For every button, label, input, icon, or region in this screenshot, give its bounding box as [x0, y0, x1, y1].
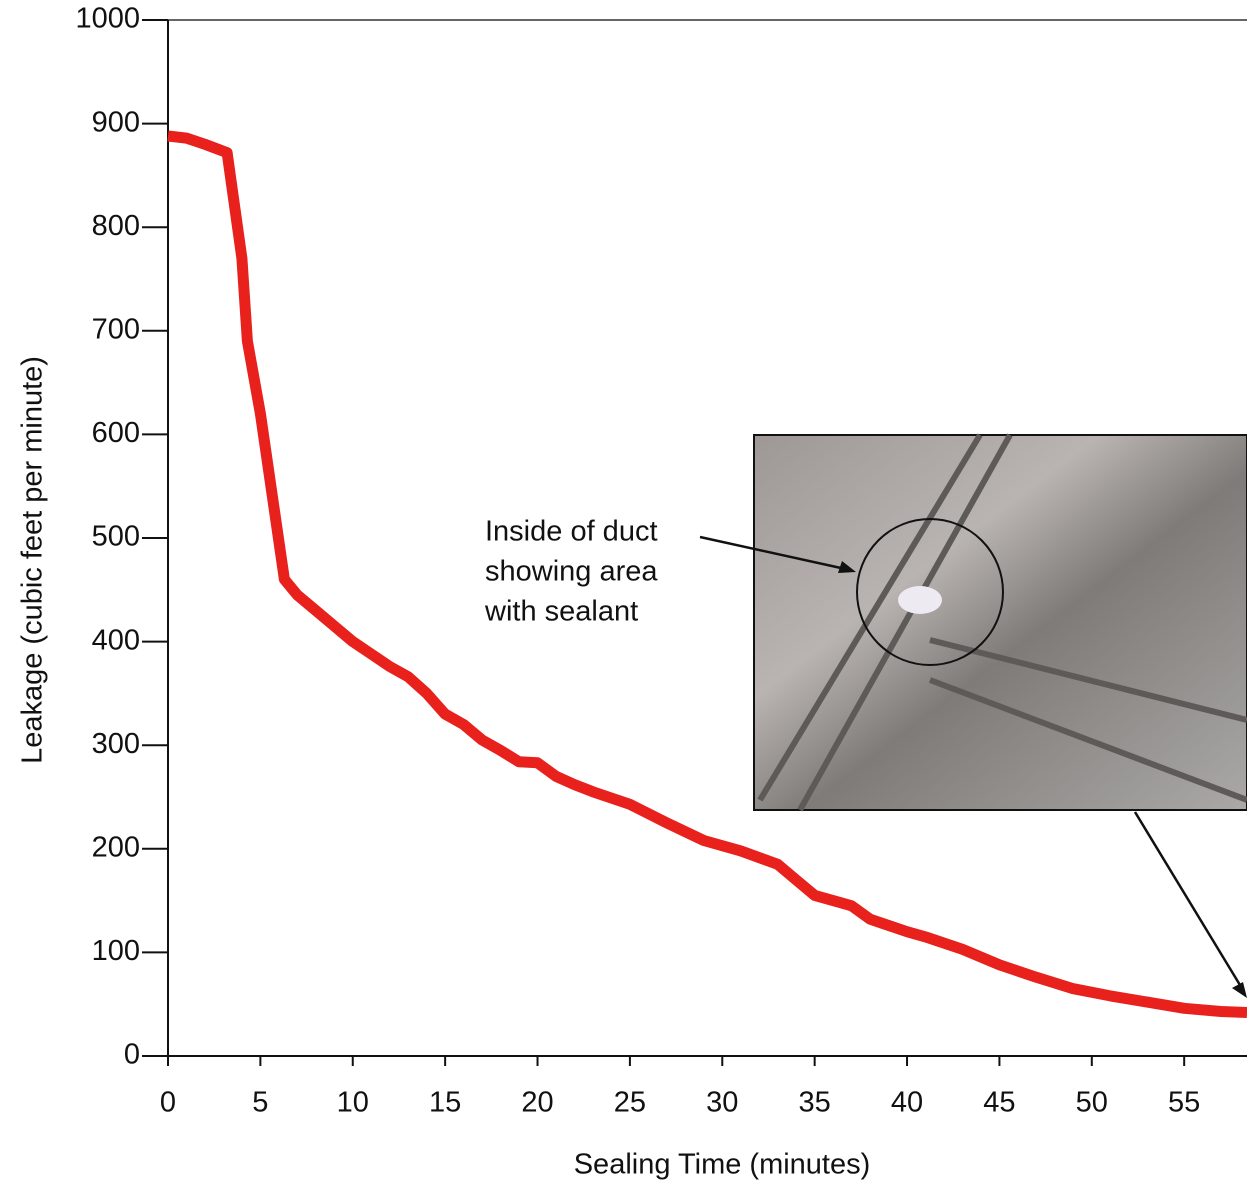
x-tick-label: 35 — [799, 1087, 831, 1119]
sealant — [898, 586, 942, 614]
photo — [753, 434, 1247, 811]
y-tick-label: 0 — [124, 1039, 140, 1071]
arrow — [699, 535, 851, 572]
y-tick-label: 500 — [92, 521, 140, 553]
y-tick-label: 1000 — [75, 3, 140, 35]
y-tick-label: 800 — [92, 210, 140, 242]
x-tick-label: 5 — [252, 1087, 268, 1119]
data-line — [167, 130, 1247, 1018]
x-tick-label: 45 — [983, 1087, 1015, 1119]
x-tick-label: 15 — [429, 1087, 461, 1119]
x-tick-label: 50 — [1076, 1087, 1108, 1119]
x-tick-label: 10 — [337, 1087, 369, 1119]
arrow-head — [838, 561, 856, 573]
arrow — [1133, 811, 1245, 991]
arrow-head — [1232, 982, 1247, 998]
y-tick-label: 600 — [92, 417, 140, 449]
annotation-line: showing area — [485, 556, 658, 588]
x-tick-label: 40 — [891, 1087, 923, 1119]
x-tick-label: 20 — [521, 1087, 553, 1119]
x-axis-label: Sealing Time (minutes) — [574, 1149, 871, 1181]
x-tick-label: 55 — [1168, 1087, 1200, 1119]
annotation-line: with sealant — [484, 596, 638, 628]
y-tick-label: 700 — [92, 313, 140, 345]
x-tick-label: 0 — [160, 1087, 176, 1119]
annotation-line: Inside of duct — [485, 516, 658, 548]
y-tick-label: 900 — [92, 106, 140, 138]
annotation: Inside of duct showing area with sealant — [484, 516, 658, 628]
y-tick-label: 200 — [92, 831, 140, 863]
highlight-circle — [856, 518, 1004, 666]
y-tick-label: 100 — [92, 935, 140, 967]
y-tick-label: 300 — [92, 728, 140, 760]
y-axis-label: Leakage (cubic feet per minute) — [17, 356, 49, 764]
x-tick-label: 30 — [706, 1087, 738, 1119]
y-tick-label: 400 — [92, 624, 140, 656]
x-tick-label: 25 — [614, 1087, 646, 1119]
duct-seam — [757, 433, 1247, 812]
inset-photo — [753, 433, 1247, 812]
